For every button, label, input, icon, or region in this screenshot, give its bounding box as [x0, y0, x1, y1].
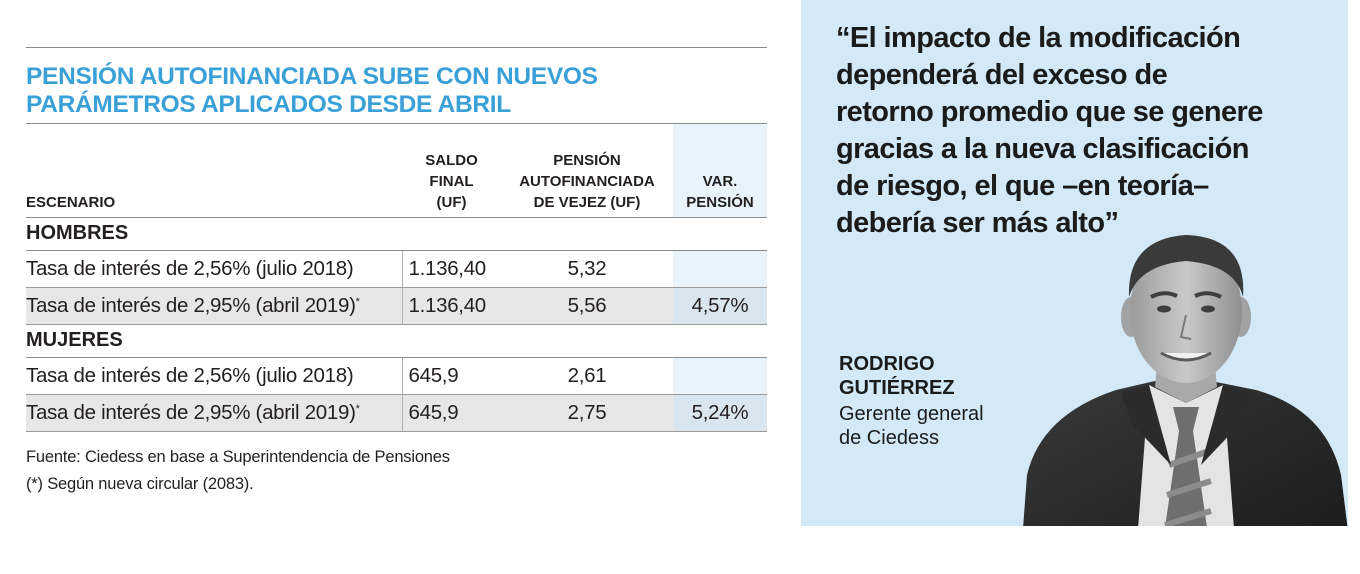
header-saldo-line-2: FINAL	[429, 172, 474, 190]
pension-table: ESCENARIO SALDO FINAL (UF) PENSIÓN AUTOF…	[26, 124, 767, 432]
quote-panel: “El impacto de la modificación dependerá…	[801, 0, 1348, 526]
quote-line: de riesgo, el que –en teoría–	[836, 170, 1209, 202]
header-saldo-line-1: SALDO	[425, 151, 478, 169]
group-row-mujeres: MUJERES	[26, 324, 767, 358]
speaker-role-line-1: Gerente general	[839, 403, 984, 425]
quote-line: gracias a la nueva clasificación	[836, 133, 1249, 165]
header-var-line-1: VAR.	[702, 172, 738, 190]
header-saldo: SALDO FINAL (UF)	[402, 124, 501, 218]
cell-var: 4,57%	[673, 287, 767, 325]
cell-escenario: Tasa de interés de 2,56% (julio 2018)	[26, 357, 402, 395]
table-header-row: ESCENARIO SALDO FINAL (UF) PENSIÓN AUTOF…	[26, 124, 767, 218]
cell-saldo: 1.136,40	[401, 250, 501, 288]
header-escenario: ESCENARIO	[26, 124, 402, 218]
pull-quote: “El impacto de la modificación dependerá…	[836, 20, 1306, 242]
table-notes: Fuente: Ciedess en base a Superintendenc…	[26, 444, 450, 498]
cell-escenario: Tasa de interés de 2,95% (abril 2019)*	[26, 394, 402, 432]
header-var: VAR. PENSIÓN	[673, 124, 767, 218]
header-saldo-line-3: (UF)	[436, 193, 467, 211]
cell-var	[673, 357, 767, 395]
header-var-line-2: PENSIÓN	[686, 193, 754, 211]
speaker-last-name: GUTIÉRREZ	[839, 377, 955, 399]
escenario-text: Tasa de interés de 2,56% (julio 2018)	[26, 363, 354, 387]
top-rule	[26, 47, 767, 48]
cell-var	[673, 250, 767, 288]
cell-var: 5,24%	[673, 394, 767, 432]
cell-saldo: 645,9	[401, 394, 501, 432]
table-row: Tasa de interés de 2,95% (abril 2019)* 6…	[26, 394, 767, 432]
table-row: Tasa de interés de 2,56% (julio 2018) 64…	[26, 357, 767, 395]
footnote-star: *	[355, 402, 360, 415]
header-pension: PENSIÓN AUTOFINANCIADA DE VEJEZ (UF)	[501, 124, 673, 218]
footnote-star: *	[355, 295, 360, 308]
footnote: (*) Según nueva circular (2083).	[26, 475, 254, 493]
header-pension-line-2: AUTOFINANCIADA	[519, 172, 655, 190]
group-label: HOMBRES	[26, 217, 767, 251]
title-rule	[26, 123, 767, 124]
quote-line: “El impacto de la modificación	[836, 22, 1241, 54]
portrait-photo	[1023, 235, 1348, 526]
escenario-text: Tasa de interés de 2,56% (julio 2018)	[26, 256, 354, 280]
escenario-text: Tasa de interés de 2,95% (abril 2019)	[26, 400, 356, 424]
header-pension-line-1: PENSIÓN	[553, 151, 621, 169]
table-row: Tasa de interés de 2,56% (julio 2018) 1.…	[26, 250, 767, 288]
cell-pension: 5,32	[501, 250, 673, 288]
quote-line: retorno promedio que se genere	[836, 96, 1263, 128]
table-row: Tasa de interés de 2,95% (abril 2019)* 1…	[26, 287, 767, 325]
speaker-role-line-2: de Ciedess	[839, 427, 940, 449]
speaker-first-name: RODRIGO	[839, 353, 935, 375]
cell-pension: 2,61	[501, 357, 673, 395]
table-title: PENSIÓN AUTOFINANCIADA SUBE CON NUEVOS P…	[26, 63, 767, 119]
speaker-role: Gerente general de Ciedess	[839, 402, 984, 450]
cell-escenario: Tasa de interés de 2,56% (julio 2018)	[26, 250, 402, 288]
group-label: MUJERES	[26, 324, 767, 358]
cell-pension: 2,75	[501, 394, 673, 432]
quote-line: debería ser más alto”	[836, 207, 1119, 239]
speaker-name: RODRIGO GUTIÉRREZ	[839, 352, 955, 400]
table-title-line-2: PARÁMETROS APLICADOS DESDE ABRIL	[26, 91, 511, 118]
cell-escenario: Tasa de interés de 2,95% (abril 2019)*	[26, 287, 402, 325]
table-title-line-1: PENSIÓN AUTOFINANCIADA SUBE CON NUEVOS	[26, 63, 598, 90]
cell-pension: 5,56	[501, 287, 673, 325]
header-pension-line-3: DE VEJEZ (UF)	[533, 193, 641, 211]
cell-saldo: 1.136,40	[401, 287, 501, 325]
source-note: Fuente: Ciedess en base a Superintendenc…	[26, 448, 450, 466]
quote-line: dependerá del exceso de	[836, 59, 1168, 91]
group-row-hombres: HOMBRES	[26, 217, 767, 251]
cell-saldo: 645,9	[401, 357, 501, 395]
escenario-text: Tasa de interés de 2,95% (abril 2019)	[26, 293, 356, 317]
